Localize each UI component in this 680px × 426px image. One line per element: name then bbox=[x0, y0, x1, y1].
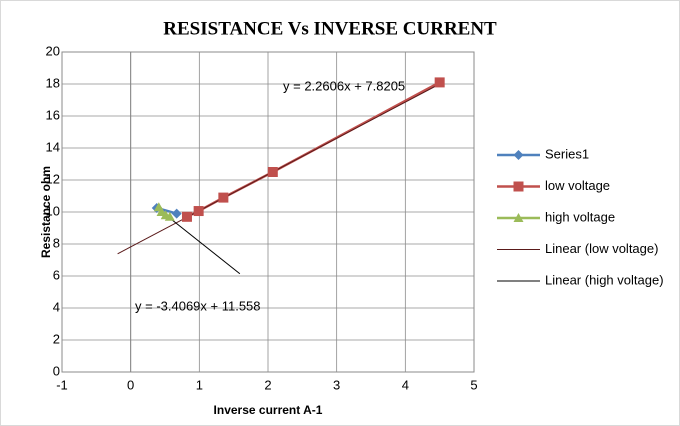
legend-item: low voltage bbox=[497, 178, 610, 193]
y-tick-label: 18 bbox=[46, 75, 60, 90]
legend-item: Series1 bbox=[497, 146, 589, 161]
x-tick-label: 2 bbox=[264, 377, 271, 392]
y-tick-label: 4 bbox=[53, 299, 60, 314]
marker bbox=[171, 208, 182, 219]
y-tick-label: 16 bbox=[46, 107, 60, 122]
legend-label: Linear (low voltage) bbox=[545, 241, 658, 256]
y-tick-label: 2 bbox=[53, 331, 60, 346]
x-tick-label: -1 bbox=[56, 377, 68, 392]
legend-label: low voltage bbox=[545, 178, 610, 193]
y-tick-label: 20 bbox=[46, 43, 60, 58]
x-tick-label: 4 bbox=[402, 377, 409, 392]
chart-title: RESISTANCE Vs INVERSE CURRENT bbox=[163, 18, 497, 39]
x-axis-title: Inverse current A-1 bbox=[214, 403, 323, 417]
trendline-equation: y = 2.2606x + 7.8205 bbox=[283, 78, 405, 93]
y-tick-label: 14 bbox=[46, 139, 60, 154]
marker bbox=[434, 77, 445, 88]
marker bbox=[164, 211, 175, 221]
x-tick-label: 1 bbox=[196, 377, 203, 392]
trendline-equation: y = -3.4069x + 11.558 bbox=[135, 298, 261, 313]
marker bbox=[513, 213, 524, 222]
legend-item: Linear (high voltage) bbox=[497, 272, 664, 287]
y-tick-label: 6 bbox=[53, 267, 60, 282]
y-tick-label: 10 bbox=[46, 203, 60, 218]
x-tick-label: 0 bbox=[127, 377, 134, 392]
marker bbox=[513, 150, 524, 160]
y-axis-title: Resistance ohm bbox=[39, 166, 53, 258]
legend-label: high voltage bbox=[545, 209, 615, 224]
x-tick-label: 3 bbox=[333, 377, 340, 392]
marker bbox=[218, 192, 229, 203]
legend-label: Linear (high voltage) bbox=[545, 272, 664, 287]
marker bbox=[513, 181, 524, 192]
y-tick-label: 8 bbox=[53, 235, 60, 250]
y-tick-label: 0 bbox=[53, 363, 60, 378]
series-line bbox=[117, 83, 440, 255]
y-tick-label: 12 bbox=[46, 171, 60, 186]
legend-item: Linear (low voltage) bbox=[497, 241, 658, 256]
legend-item: high voltage bbox=[497, 209, 615, 224]
marker bbox=[267, 167, 278, 177]
legend-label: Series1 bbox=[545, 146, 589, 161]
marker bbox=[193, 206, 204, 217]
marker bbox=[181, 211, 192, 222]
x-tick-label: 5 bbox=[470, 377, 477, 392]
